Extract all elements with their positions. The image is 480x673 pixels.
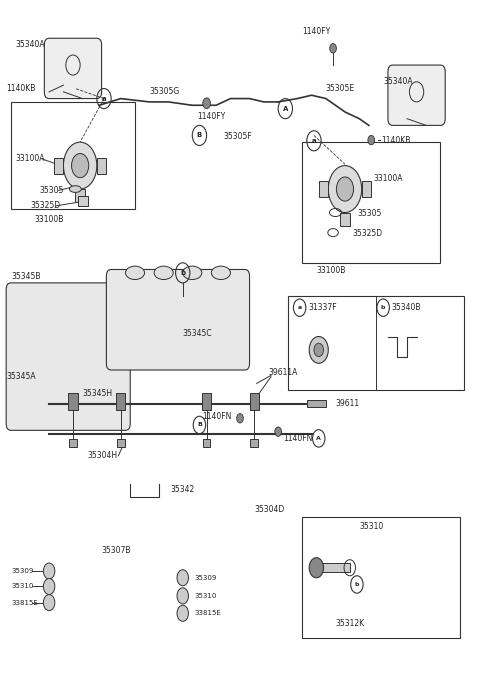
Bar — [250, 394, 259, 411]
Text: a: a — [298, 305, 302, 310]
Bar — [68, 394, 78, 411]
Ellipse shape — [211, 266, 230, 279]
Text: 1140FY: 1140FY — [197, 112, 225, 121]
Text: a: a — [102, 96, 106, 102]
Ellipse shape — [183, 266, 202, 279]
Circle shape — [177, 588, 189, 604]
Text: 35305: 35305 — [39, 186, 64, 195]
Text: B: B — [197, 423, 202, 427]
Text: 35340A: 35340A — [16, 40, 45, 49]
Text: 35312K: 35312K — [335, 619, 364, 628]
Circle shape — [63, 142, 97, 189]
FancyBboxPatch shape — [288, 296, 464, 390]
Circle shape — [368, 135, 374, 145]
FancyBboxPatch shape — [107, 269, 250, 370]
Circle shape — [328, 166, 362, 213]
Text: b: b — [381, 305, 385, 310]
Text: 35305: 35305 — [357, 209, 381, 218]
Bar — [75, 189, 85, 203]
Text: 33100A: 33100A — [373, 174, 403, 184]
Text: 35304D: 35304D — [254, 505, 285, 514]
Ellipse shape — [154, 266, 173, 279]
Text: 35310: 35310 — [195, 593, 217, 599]
Circle shape — [177, 605, 189, 621]
Circle shape — [72, 153, 89, 178]
Bar — [316, 563, 350, 573]
Text: 1140FN: 1140FN — [283, 434, 312, 443]
Bar — [117, 439, 124, 447]
Text: 35345H: 35345H — [83, 389, 113, 398]
Text: 35305E: 35305E — [326, 84, 355, 93]
Circle shape — [336, 177, 354, 201]
FancyBboxPatch shape — [302, 518, 459, 638]
Text: 35305F: 35305F — [223, 133, 252, 141]
Text: 35345A: 35345A — [6, 372, 36, 381]
FancyBboxPatch shape — [11, 102, 135, 209]
Circle shape — [43, 594, 55, 610]
Bar — [203, 439, 210, 447]
Circle shape — [275, 427, 281, 436]
Bar — [97, 157, 107, 174]
Bar — [116, 394, 125, 411]
Bar — [69, 439, 77, 447]
Text: 39611: 39611 — [336, 399, 360, 408]
Text: 35310: 35310 — [11, 583, 33, 590]
Text: 33100B: 33100B — [316, 267, 345, 275]
Bar — [78, 196, 88, 206]
Text: A: A — [283, 106, 288, 112]
Bar — [54, 157, 63, 174]
FancyBboxPatch shape — [388, 65, 445, 125]
Circle shape — [43, 579, 55, 594]
Circle shape — [314, 343, 324, 357]
Text: 1140FN: 1140FN — [202, 413, 231, 421]
Bar — [307, 400, 326, 407]
Text: 1140KB: 1140KB — [6, 84, 36, 93]
FancyBboxPatch shape — [44, 38, 102, 98]
Circle shape — [330, 44, 336, 53]
Text: 35325D: 35325D — [352, 229, 382, 238]
Bar — [340, 213, 350, 226]
Bar — [319, 181, 328, 197]
FancyBboxPatch shape — [6, 283, 130, 430]
Text: a: a — [312, 138, 316, 144]
Text: B: B — [197, 133, 202, 139]
Text: 35345C: 35345C — [183, 328, 212, 338]
Text: 35309: 35309 — [11, 568, 33, 574]
Text: 35305G: 35305G — [149, 87, 180, 96]
Text: 35309: 35309 — [195, 575, 217, 581]
Ellipse shape — [125, 266, 144, 279]
Text: 33100A: 33100A — [16, 154, 45, 164]
Bar — [251, 439, 258, 447]
Text: 31337F: 31337F — [308, 303, 337, 312]
Bar — [362, 181, 371, 197]
Text: 1140FY: 1140FY — [302, 27, 330, 36]
Text: 35304H: 35304H — [87, 452, 118, 460]
Circle shape — [309, 558, 324, 578]
Text: 35340A: 35340A — [383, 77, 413, 86]
Text: 35342: 35342 — [171, 485, 195, 494]
Circle shape — [177, 570, 189, 586]
Circle shape — [203, 98, 210, 108]
Text: 33815E: 33815E — [195, 610, 221, 616]
Circle shape — [43, 563, 55, 579]
Text: 1140KB: 1140KB — [381, 136, 410, 145]
Ellipse shape — [70, 186, 81, 192]
Text: 33100B: 33100B — [35, 215, 64, 223]
Text: 35345B: 35345B — [11, 272, 40, 281]
Text: b: b — [355, 582, 359, 587]
Text: 33815E: 33815E — [11, 600, 38, 606]
Circle shape — [309, 336, 328, 363]
Text: 35307B: 35307B — [102, 546, 131, 555]
FancyBboxPatch shape — [302, 142, 441, 262]
Text: A: A — [316, 436, 321, 441]
Bar — [202, 394, 211, 411]
Text: b: b — [180, 270, 185, 276]
Text: 35310: 35310 — [360, 522, 384, 532]
Text: 35340B: 35340B — [392, 303, 421, 312]
Text: 35325D: 35325D — [30, 201, 60, 210]
Text: 39611A: 39611A — [269, 367, 298, 376]
Circle shape — [237, 414, 243, 423]
